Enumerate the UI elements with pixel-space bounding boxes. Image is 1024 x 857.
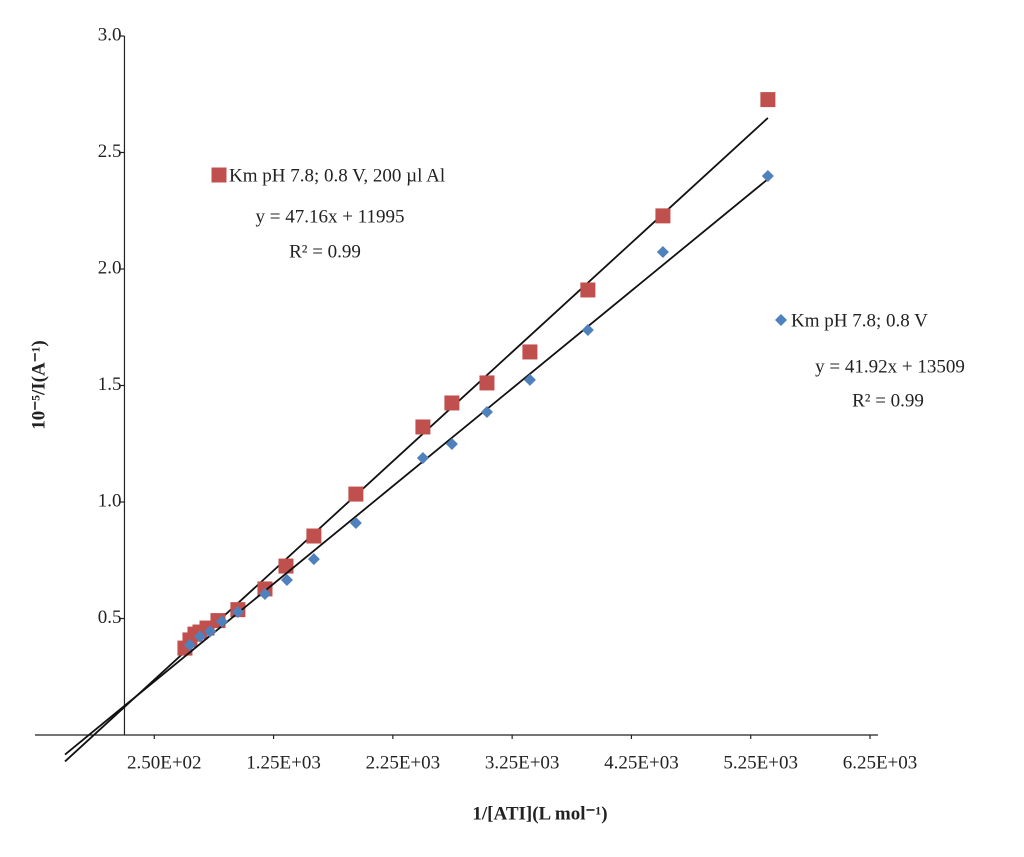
marker <box>522 344 538 360</box>
marker <box>581 324 594 337</box>
trendline-equation: y = 47.16x + 11995 <box>256 206 405 227</box>
marker <box>523 373 536 386</box>
marker <box>761 170 774 183</box>
legend-marker <box>775 314 787 326</box>
legend-marker <box>211 167 227 183</box>
marker <box>203 625 216 638</box>
marker <box>655 208 671 224</box>
x-tick-label: 5.25E+03 <box>723 752 798 773</box>
legend-label: Km pH 7.8; 0.8 V, 200 µl Al <box>229 165 445 186</box>
marker <box>415 419 431 435</box>
x-tick-label: 2.50E+02 <box>127 752 202 773</box>
marker <box>580 282 596 298</box>
marker <box>215 615 228 628</box>
y-tick-label: 1.0 <box>98 490 122 511</box>
trendline <box>64 178 769 756</box>
marker <box>193 630 206 643</box>
x-tick-label: 1.25E+03 <box>246 752 321 773</box>
legend-label: Km pH 7.8; 0.8 V <box>791 310 928 331</box>
y-axis-label: 10⁻⁵/I(A⁻¹) <box>28 340 49 430</box>
trendline-r2: R² = 0.99 <box>852 390 924 411</box>
marker <box>416 451 429 464</box>
y-tick-label: 0.5 <box>98 607 122 628</box>
trendline-equation: y = 41.92x + 13509 <box>815 356 965 377</box>
marker <box>480 406 493 419</box>
marker <box>348 486 364 502</box>
marker <box>349 516 362 529</box>
x-tick-label: 2.25E+03 <box>366 752 441 773</box>
y-tick-label: 2.0 <box>98 257 122 278</box>
marker <box>760 92 776 108</box>
marker <box>231 605 244 618</box>
trendline-r2: R² = 0.99 <box>289 241 361 262</box>
y-tick-label: 1.5 <box>98 374 122 395</box>
x-axis-label: 1/[ATI](L mol⁻¹) <box>472 803 607 824</box>
marker <box>306 528 322 544</box>
x-tick-label: 3.25E+03 <box>485 752 560 773</box>
marker <box>307 553 320 566</box>
marker <box>445 437 458 450</box>
x-tick-label: 4.25E+03 <box>604 752 679 773</box>
marker <box>479 375 495 391</box>
y-tick-label: 2.5 <box>98 141 122 162</box>
marker <box>280 574 293 587</box>
marker <box>656 245 669 258</box>
marker <box>278 558 294 574</box>
y-tick-label: 3.0 <box>98 24 122 45</box>
x-tick-label: 6.25E+03 <box>843 752 918 773</box>
marker <box>183 639 196 652</box>
marker <box>444 395 460 411</box>
marker <box>258 588 271 601</box>
